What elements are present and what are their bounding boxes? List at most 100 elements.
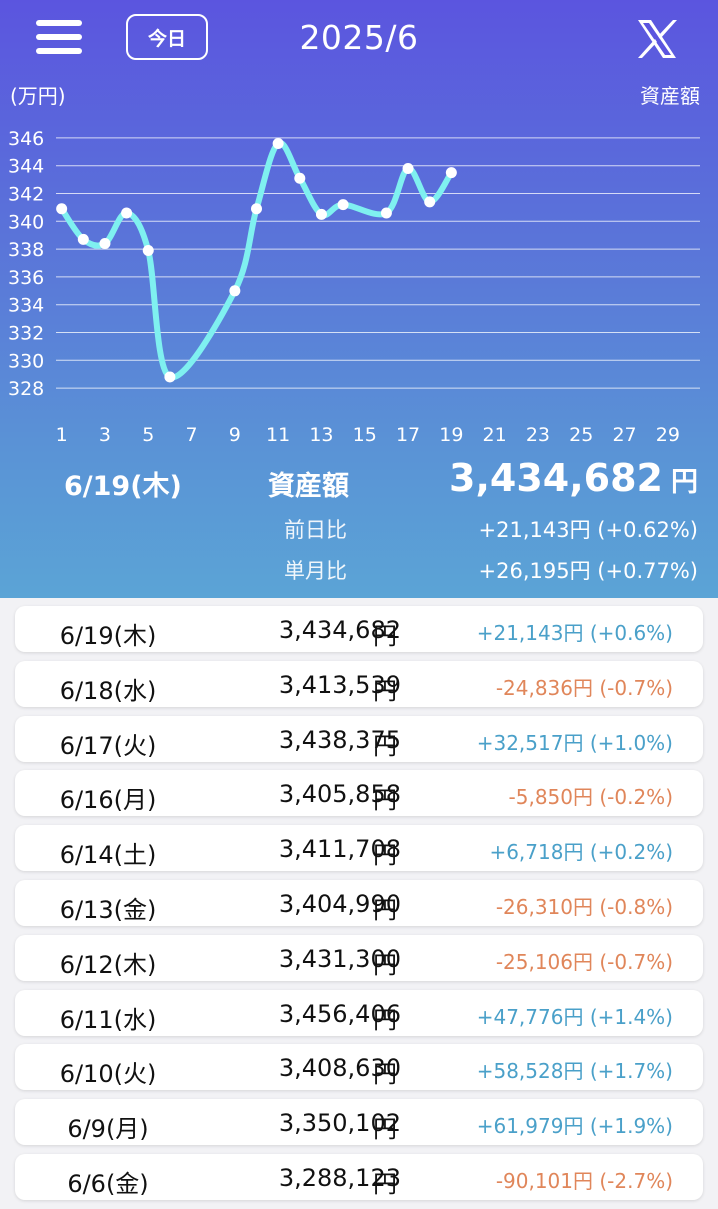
x-tick-label: 27 bbox=[612, 424, 636, 446]
history-row[interactable]: 6/10(火) 3,408,630 円 +58,528円 (+1.7%) bbox=[15, 1044, 703, 1091]
history-change: -5,850円 (-0.2%) bbox=[508, 785, 673, 810]
history-date: 6/6(金) bbox=[67, 1169, 149, 1198]
history-amount: 3,405,858 bbox=[278, 780, 401, 809]
x-logo-icon[interactable] bbox=[634, 16, 680, 62]
history-yen: 円 bbox=[373, 1005, 397, 1034]
history-date: 6/11(水) bbox=[59, 1005, 157, 1034]
history-change: +32,517円 (+1.0%) bbox=[476, 730, 673, 755]
month-title: 2025/6 bbox=[299, 18, 419, 57]
y-tick-label: 334 bbox=[8, 295, 44, 317]
history-row[interactable]: 6/12(木) 3,431,300 円 -25,106円 (-0.7%) bbox=[15, 934, 703, 981]
history-amount: 3,350,102 bbox=[278, 1109, 401, 1138]
history-row[interactable]: 6/16(月) 3,405,858 円 -5,850円 (-0.2%) bbox=[15, 770, 703, 817]
history-date: 6/13(金) bbox=[59, 895, 157, 924]
history-yen: 円 bbox=[373, 731, 397, 760]
y-tick-label: 328 bbox=[8, 378, 44, 400]
x-tick-label: 1 bbox=[56, 424, 68, 446]
history-amount: 3,408,630 bbox=[278, 1054, 401, 1083]
month-change-value: +26,195円 (+0.77%) bbox=[478, 559, 698, 583]
data-point bbox=[402, 162, 414, 174]
prev-day-change-label: 前日比 bbox=[284, 518, 347, 542]
history-change: -25,106円 (-0.7%) bbox=[495, 949, 673, 974]
prev-day-change-value: +21,143円 (+0.62%) bbox=[478, 518, 698, 542]
chart-series-label: 資産額 bbox=[640, 84, 700, 108]
x-tick-label: 23 bbox=[526, 424, 550, 446]
series-line bbox=[58, 140, 455, 381]
history-date: 6/9(月) bbox=[67, 1115, 149, 1144]
history-change: +58,528円 (+1.7%) bbox=[476, 1059, 673, 1084]
history-date: 6/17(火) bbox=[59, 731, 157, 760]
y-tick-label: 330 bbox=[8, 350, 44, 372]
history-amount: 3,434,682 bbox=[278, 616, 401, 644]
data-point bbox=[229, 285, 241, 297]
history-change: +6,718円 (+0.2%) bbox=[489, 840, 673, 865]
history-yen: 円 bbox=[373, 1060, 397, 1089]
history-change: -24,836円 (-0.7%) bbox=[495, 675, 673, 700]
data-point bbox=[142, 244, 154, 256]
history-amount: 3,431,300 bbox=[278, 944, 401, 973]
history-date: 6/16(月) bbox=[59, 786, 157, 815]
history-change: -90,101円 (-2.7%) bbox=[495, 1168, 673, 1193]
data-point bbox=[77, 233, 89, 245]
x-tick-label: 21 bbox=[483, 424, 507, 446]
history-row[interactable]: 6/19(木) 3,434,682 円 +21,143円 (+0.6%) bbox=[15, 606, 703, 652]
asset-summary-panel: 今日 2025/6 (万円) 資産額 346 344 342 340 338 336 334… bbox=[0, 0, 718, 598]
chart-unit-label: (万円) bbox=[10, 84, 66, 108]
data-point bbox=[445, 167, 457, 179]
history-amount: 3,404,990 bbox=[278, 889, 401, 918]
month-change-label: 単月比 bbox=[284, 559, 347, 583]
history-change: +61,979円 (+1.9%) bbox=[476, 1114, 673, 1139]
history-change: +47,776円 (+1.4%) bbox=[476, 1004, 673, 1029]
history-date: 6/18(水) bbox=[59, 676, 157, 705]
asset-amount-label: 資産額 bbox=[268, 471, 349, 502]
data-point bbox=[294, 172, 306, 184]
history-yen: 円 bbox=[373, 1115, 397, 1144]
data-point bbox=[121, 207, 133, 219]
history-row[interactable]: 6/18(水) 3,413,539 円 -24,836円 (-0.7%) bbox=[15, 660, 703, 707]
history-row[interactable]: 6/17(火) 3,438,375 円 +32,517円 (+1.0%) bbox=[15, 715, 703, 762]
today-button[interactable]: 今日 bbox=[126, 14, 208, 60]
history-change: -26,310円 (-0.8%) bbox=[495, 894, 673, 919]
history-row[interactable]: 6/11(水) 3,456,406 円 +47,776円 (+1.4%) bbox=[15, 989, 703, 1036]
history-row[interactable]: 6/14(土) 3,411,708 円 +6,718円 (+0.2%) bbox=[15, 825, 703, 872]
data-point bbox=[424, 196, 436, 208]
history-row[interactable]: 6/13(金) 3,404,990 円 -26,310円 (-0.8%) bbox=[15, 879, 703, 926]
asset-amount-yen: 円 bbox=[671, 467, 698, 498]
x-tick-label: 7 bbox=[186, 424, 198, 446]
asset-amount-number: 3,434,682 bbox=[449, 456, 663, 500]
history-row[interactable]: 6/6(金) 3,288,123 円 -90,101円 (-2.7%) bbox=[15, 1153, 703, 1200]
data-point bbox=[272, 137, 284, 149]
x-tick-label: 17 bbox=[396, 424, 420, 446]
x-tick-label: 11 bbox=[266, 424, 290, 446]
selected-date: 6/19(木) bbox=[64, 471, 182, 502]
x-tick-label: 25 bbox=[569, 424, 593, 446]
x-tick-label: 5 bbox=[142, 424, 154, 446]
history-yen: 円 bbox=[373, 1169, 397, 1198]
history-amount: 3,456,406 bbox=[278, 999, 401, 1028]
x-tick-label: 9 bbox=[229, 424, 241, 446]
y-tick-label: 344 bbox=[8, 156, 44, 178]
y-tick-label: 336 bbox=[8, 267, 44, 289]
hamburger-menu-icon[interactable] bbox=[36, 20, 82, 58]
history-amount: 3,288,123 bbox=[278, 1163, 401, 1192]
history-amount: 3,413,539 bbox=[278, 670, 401, 699]
history-date: 6/10(火) bbox=[59, 1060, 157, 1089]
x-tick-label: 19 bbox=[439, 424, 463, 446]
y-tick-label: 346 bbox=[8, 128, 44, 150]
data-point bbox=[337, 199, 349, 211]
data-point bbox=[99, 238, 111, 250]
history-date: 6/19(木) bbox=[59, 622, 157, 650]
data-point bbox=[251, 203, 262, 215]
history-row[interactable]: 6/9(月) 3,350,102 円 +61,979円 (+1.9%) bbox=[15, 1099, 703, 1146]
history-date: 6/12(木) bbox=[59, 950, 157, 979]
history-yen: 円 bbox=[373, 786, 397, 815]
history-date: 6/14(土) bbox=[59, 841, 157, 870]
history-amount: 3,438,375 bbox=[278, 725, 401, 754]
history-yen: 円 bbox=[373, 622, 397, 650]
data-point bbox=[380, 207, 392, 219]
x-tick-label: 15 bbox=[353, 424, 377, 446]
history-yen: 円 bbox=[373, 895, 397, 924]
asset-amount-value: 3,434,682 円 bbox=[449, 456, 698, 500]
y-tick-label: 342 bbox=[8, 184, 44, 206]
